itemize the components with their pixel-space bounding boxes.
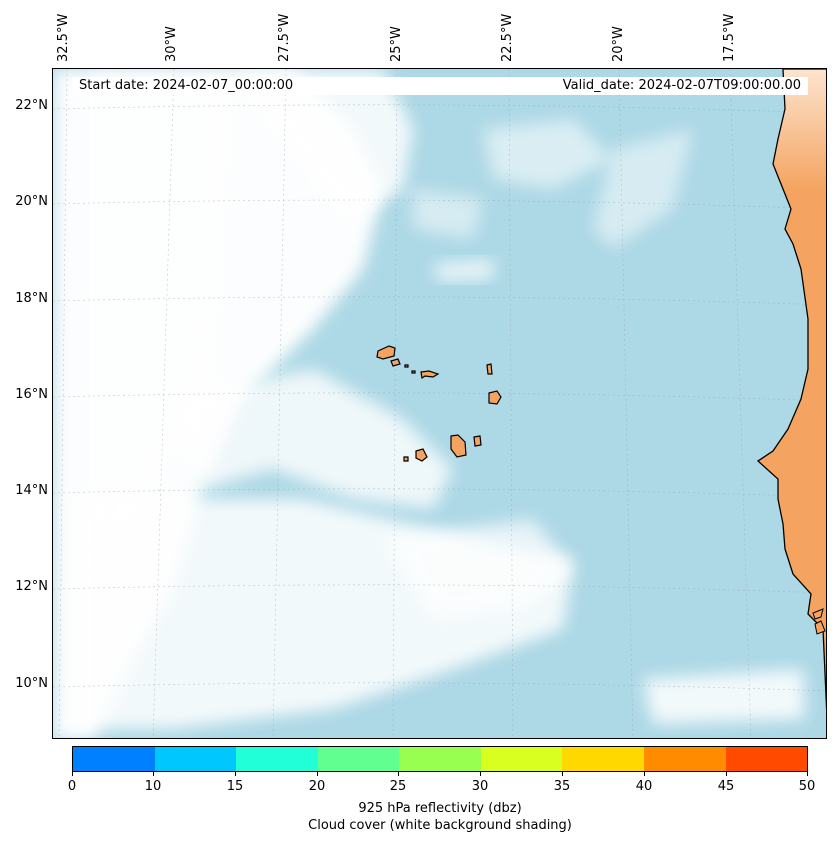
latitude-label: 10°N: [15, 676, 48, 691]
colorbar-subtitle: Cloud cover (white background shading): [308, 818, 572, 833]
colorbar-segment: [317, 747, 400, 771]
longitude-label: 25°W: [389, 26, 404, 62]
colorbar-tick-label: 10: [144, 779, 162, 794]
latitude-label: 20°N: [15, 194, 48, 209]
colorbar-tick-label: 35: [553, 779, 571, 794]
colorbar-tick-label: 15: [226, 779, 244, 794]
longitude-label: 27.5°W: [277, 13, 292, 62]
colorbar-segment: [643, 747, 726, 771]
colorbar-tick-label: 25: [389, 779, 407, 794]
colorbar-tick: [562, 772, 563, 776]
latitude-label: 12°N: [15, 579, 48, 594]
colorbar-segment: [73, 747, 155, 771]
colorbar-tick: [726, 772, 727, 776]
colorbar-title: 925 hPa reflectivity (dbz): [358, 801, 522, 816]
colorbar-tick: [644, 772, 645, 776]
valid-date-label: Valid_date: 2024-02-07T09:00:00.00: [562, 78, 801, 93]
colorbar-tick-label: 40: [635, 779, 653, 794]
colorbar-tick-label: 20: [308, 779, 326, 794]
colorbar-tick: [480, 772, 481, 776]
map-panel: [52, 68, 827, 739]
latitude-label: 16°N: [15, 387, 48, 402]
colorbar-segment: [154, 747, 237, 771]
colorbar-tick: [72, 772, 73, 776]
colorbar-tick: [317, 772, 318, 776]
latitude-label: 22°N: [15, 98, 48, 113]
longitude-label: 32.5°W: [56, 13, 71, 62]
colorbar-segment: [562, 747, 644, 771]
colorbar-tick: [807, 772, 808, 776]
colorbar-segment: [725, 747, 808, 771]
colorbar: [72, 746, 808, 772]
african-coastline: [756, 69, 826, 711]
colorbar-segment: [236, 747, 318, 771]
colorbar-tick-label: 50: [798, 779, 816, 794]
longitude-label: 22.5°W: [500, 13, 515, 62]
colorbar-segment: [480, 747, 563, 771]
colorbar-tick: [398, 772, 399, 776]
colorbar-tick: [153, 772, 154, 776]
longitude-label: 17.5°W: [722, 13, 737, 62]
colorbar-tick-label: 45: [717, 779, 735, 794]
colorbar-tick: [235, 772, 236, 776]
start-date-label: Start date: 2024-02-07_00:00:00: [79, 78, 294, 93]
colorbar-tick-label: 0: [67, 779, 77, 794]
cape-verde-islands: [376, 345, 502, 462]
colorbar-tick-label: 30: [471, 779, 489, 794]
latitude-label: 14°N: [15, 483, 48, 498]
map-canvas: [53, 69, 826, 738]
longitude-label: 30°W: [164, 26, 179, 62]
info-bar: Start date: 2024-02-07_00:00:00 Valid_da…: [72, 77, 808, 95]
graticule: [53, 69, 826, 738]
latitude-label: 18°N: [15, 291, 48, 306]
cloud-cover: [53, 69, 805, 738]
colorbar-segment: [399, 747, 481, 771]
longitude-label: 20°W: [611, 26, 626, 62]
